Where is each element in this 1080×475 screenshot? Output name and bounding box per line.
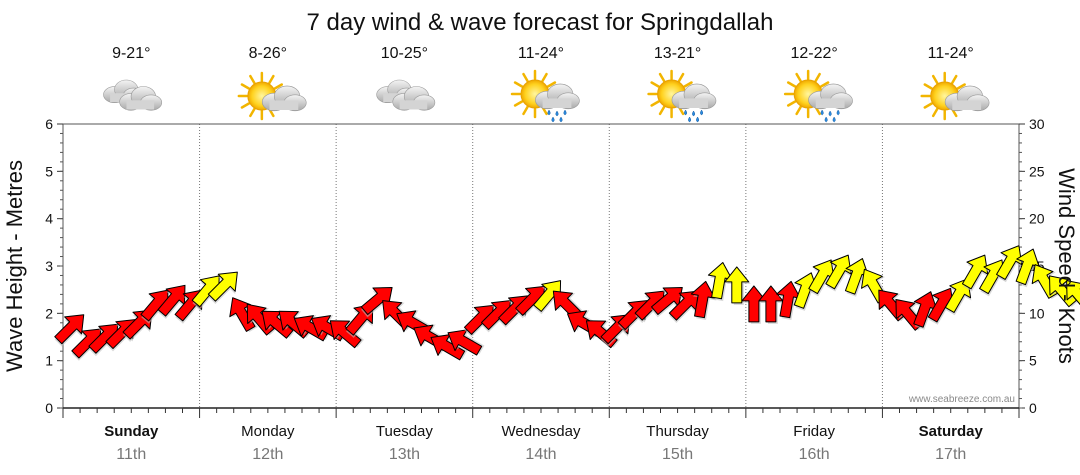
wind-arrow <box>1015 248 1041 288</box>
temperature-range: 12-22° <box>790 45 837 62</box>
partly-cloudy-icon <box>920 71 990 121</box>
day-name: Thursday <box>646 423 709 440</box>
shower-icon <box>647 69 717 123</box>
right-tick-label: 25 <box>1029 163 1045 179</box>
wind-arrows <box>54 245 1080 361</box>
temperature-range: 8-26° <box>249 45 287 62</box>
right-tick-label: 20 <box>1029 211 1045 227</box>
wind-arrow <box>944 278 972 316</box>
day-header: 12-22° Friday 16th <box>783 45 853 463</box>
wind-arrow <box>690 280 717 321</box>
day-date: 14th <box>525 446 556 463</box>
wind-arrow <box>707 261 734 302</box>
left-tick-label: 0 <box>45 400 53 416</box>
right-axis-label: Wind Speed - Knots <box>1054 168 1079 364</box>
left-tick-label: 5 <box>45 163 53 179</box>
day-header: 11-24° Wednesday 14th <box>502 45 581 463</box>
temperature-range: 13-21° <box>654 45 701 62</box>
grid-lines <box>199 124 883 408</box>
shower-icon <box>783 69 853 123</box>
temperature-range: 9-21° <box>112 45 150 62</box>
day-header: 8-26° Monday 12th <box>237 45 307 463</box>
day-name: Friday <box>793 423 835 440</box>
right-tick-label: 10 <box>1029 305 1045 321</box>
wind-arrow <box>1066 280 1080 312</box>
day-header: 11-24° Saturday 17th <box>919 45 990 463</box>
day-name: Tuesday <box>376 423 433 440</box>
cloudy-icon <box>376 79 436 111</box>
partly-cloudy-icon <box>237 71 307 121</box>
wind-arrow <box>961 254 989 292</box>
left-tick-label: 6 <box>45 116 53 132</box>
temperature-range: 11-24° <box>928 45 974 62</box>
right-tick-label: 30 <box>1029 116 1045 132</box>
right-tick-label: 0 <box>1029 400 1037 416</box>
day-name: Sunday <box>104 423 159 440</box>
axes: 0123456051015202530 <box>45 116 1045 418</box>
wind-arrow <box>329 320 364 349</box>
plot-frame <box>62 123 1020 409</box>
left-tick-label: 3 <box>45 258 53 274</box>
day-header: 9-21° Sunday 11th <box>103 45 163 463</box>
wind-arrow <box>996 245 1023 283</box>
day-header: 13-21° Thursday 15th <box>646 45 717 463</box>
wind-arrow <box>758 285 785 324</box>
left-tick-label: 2 <box>45 305 53 321</box>
day-date: 12th <box>252 446 283 463</box>
left-tick-label: 1 <box>45 353 53 369</box>
wind-arrow <box>54 314 85 347</box>
day-name: Wednesday <box>502 423 581 440</box>
day-header: 10-25° Tuesday 13th <box>376 45 436 463</box>
day-date: 16th <box>799 446 830 463</box>
day-date: 17th <box>935 446 966 463</box>
left-axis-label: Wave Height - Metres <box>2 160 27 372</box>
wind-arrow <box>724 266 751 305</box>
day-date: 13th <box>389 446 420 463</box>
day-date: 11th <box>116 446 146 463</box>
chart-title: 7 day wind & wave forecast for Springdal… <box>307 9 774 36</box>
wind-arrow <box>913 291 939 330</box>
day-name: Monday <box>241 423 295 440</box>
right-tick-label: 5 <box>1029 353 1037 369</box>
wind-arrow <box>207 271 238 304</box>
wind-arrow <box>825 254 852 292</box>
day-headers: 9-21° Sunday 11th 8-26° Monday 12th 10-25° Tues… <box>103 45 990 463</box>
credit-text: www.seabreeze.com.au <box>908 394 1015 405</box>
day-date: 15th <box>662 446 693 463</box>
temperature-range: 11-24° <box>518 45 564 62</box>
shower-icon <box>510 69 580 123</box>
left-tick-label: 4 <box>45 211 53 227</box>
day-name: Saturday <box>919 423 984 440</box>
temperature-range: 10-25° <box>381 45 428 62</box>
cloudy-icon <box>103 79 163 111</box>
